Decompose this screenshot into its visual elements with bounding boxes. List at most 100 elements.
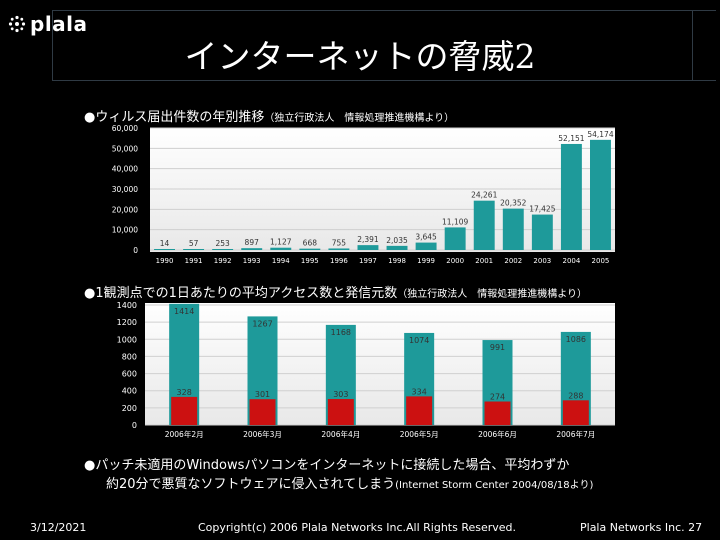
chart1-x-tick-label: 1996 xyxy=(330,257,348,265)
chart2-access-label: 1086 xyxy=(566,335,586,344)
chart1-x-tick-label: 2004 xyxy=(562,257,580,265)
bullet: ● xyxy=(84,458,96,473)
chart1-bar xyxy=(386,245,408,250)
chart1-bar xyxy=(590,139,611,250)
chart2-source-label: 303 xyxy=(333,390,348,399)
chart1-data-label: 20,352 xyxy=(500,199,526,208)
chart2-y-tick-label: 600 xyxy=(122,370,137,379)
chart2-source-bar xyxy=(327,399,354,425)
chart1-y-tick-label: 60,000 xyxy=(112,124,138,133)
note-line1: パッチ未適用のWindowsパソコンをインターネットに接続した場合、平均わずか xyxy=(95,458,570,473)
chart1-x-tick-label: 1991 xyxy=(185,257,203,265)
chart1-bar xyxy=(415,242,437,250)
chart2-access-label: 991 xyxy=(490,343,505,352)
chart1-data-label: 54,174 xyxy=(587,130,613,139)
note-line2: 約20分で悪質なソフトウェアに侵入されてしまう xyxy=(106,477,396,492)
chart1-y-tick-label: 50,000 xyxy=(112,144,138,153)
chart1-bar xyxy=(183,249,205,250)
chart1-bar xyxy=(444,227,466,250)
chart2-y-tick-label: 200 xyxy=(122,404,137,413)
chart2-y-tick-label: 1400 xyxy=(117,301,137,310)
chart2-source-label: 288 xyxy=(568,391,583,400)
chart1-x-tick-label: 2003 xyxy=(533,257,551,265)
chart1-bar xyxy=(241,248,263,250)
chart2-y-tick-label: 0 xyxy=(132,421,137,430)
chart2-y-tick-label: 400 xyxy=(122,387,137,396)
chart2-heading: 1観測点での1日あたりの平均アクセス数と発信元数 xyxy=(95,286,398,301)
chart2-source-bar xyxy=(249,399,276,425)
chart1-x-tick-label: 1994 xyxy=(272,257,290,265)
chart1-bar xyxy=(299,248,321,250)
chart1-x-tick-label: 1990 xyxy=(156,257,174,265)
chart1-y-tick-label: 40,000 xyxy=(112,165,138,174)
chart1-data-label: 755 xyxy=(332,238,347,247)
chart2-access-label: 1168 xyxy=(331,328,351,337)
chart1-heading: ウィルス届出件数の年別推移 xyxy=(95,110,265,125)
page-title: インターネットの脅威2 xyxy=(184,37,536,76)
chart2-access-label: 1267 xyxy=(252,319,272,328)
chart1-data-label: 14 xyxy=(160,239,170,248)
chart1-x-tick-label: 2002 xyxy=(504,257,522,265)
chart1-source: （独立行政法人 情報処理推進機構より） xyxy=(264,113,455,124)
chart2-x-tick-label: 2006年2月 xyxy=(165,429,204,439)
chart1-bar xyxy=(473,200,495,250)
chart1-x-tick-label: 1995 xyxy=(301,257,319,265)
chart1-x-tick-label: 2001 xyxy=(475,257,493,265)
logo-text: plala xyxy=(30,12,88,36)
chart2-source-label: 334 xyxy=(412,387,427,396)
right-rule xyxy=(692,10,693,81)
chart2-source-label: 274 xyxy=(490,393,505,402)
chart1-y-tick-label: 30,000 xyxy=(112,185,138,194)
chart2-x-tick-label: 2006年3月 xyxy=(243,429,282,439)
chart1-data-label: 17,425 xyxy=(529,205,555,214)
chart1-data-label: 52,151 xyxy=(558,134,584,143)
chart1-x-tick-label: 1993 xyxy=(243,257,261,265)
bullet: ● xyxy=(84,286,96,301)
chart1-y-tick-label: 20,000 xyxy=(112,205,138,214)
chart1-bar xyxy=(531,214,553,250)
chart1-y-tick-label: 10,000 xyxy=(112,226,138,235)
chart1-data-label: 11,109 xyxy=(442,217,468,226)
chart2-access-label: 1074 xyxy=(409,336,429,345)
chart1-data-label: 668 xyxy=(303,239,318,248)
chart2-plot-background xyxy=(145,303,615,425)
note-source: (Internet Storm Center 2004/08/18より) xyxy=(395,480,594,491)
chart2-heading-line: ●1観測点での1日あたりの平均アクセス数と発信元数（独立行政法人 情報処理推進機… xyxy=(84,282,587,301)
bullet: ● xyxy=(84,110,96,125)
chart1-data-label: 24,261 xyxy=(471,191,497,200)
chart2-source: （独立行政法人 情報処理推進機構より） xyxy=(397,289,588,300)
left-rule xyxy=(52,10,53,81)
plala-logo-icon xyxy=(8,15,26,33)
chart1-x-tick-label: 1998 xyxy=(388,257,406,265)
chart2-x-tick-label: 2006年7月 xyxy=(556,429,595,439)
chart1-data-label: 57 xyxy=(189,239,199,248)
chart1-bar xyxy=(270,247,292,250)
chart1-x-tick-label: 1999 xyxy=(417,257,435,265)
chart1-data-label: 2,391 xyxy=(357,235,379,244)
chart2-x-tick-label: 2006年5月 xyxy=(400,429,439,439)
chart2-source-bar xyxy=(406,396,433,425)
footer-copyright: Copyright(c) 2006 Plala Networks Inc.All… xyxy=(198,521,517,534)
plala-logo: plala xyxy=(8,12,88,36)
chart2-x-tick-label: 2006年6月 xyxy=(478,429,517,439)
chart1-data-label: 897 xyxy=(245,238,260,247)
chart2-x-tick-label: 2006年4月 xyxy=(321,429,360,439)
chart2-source-bar xyxy=(562,400,589,425)
top-rule xyxy=(52,10,716,11)
chart2-source-bar xyxy=(484,401,511,425)
chart2-source-label: 328 xyxy=(177,388,192,397)
chart2-y-tick-label: 1000 xyxy=(117,335,137,344)
chart1-bar xyxy=(502,208,524,250)
footer-company-page: Plala Networks Inc. 27 xyxy=(580,521,703,534)
chart1-bar xyxy=(328,248,350,250)
title-rule xyxy=(52,80,716,81)
chart1-bar xyxy=(560,143,582,250)
chart2-source-label: 301 xyxy=(255,390,270,399)
chart2-access-label: 1414 xyxy=(174,307,194,316)
chart1-x-tick-label: 1997 xyxy=(359,257,377,265)
chart2-source-bar xyxy=(171,396,198,425)
chart1-data-label: 3,645 xyxy=(415,233,437,242)
chart2-y-tick-label: 800 xyxy=(122,352,137,361)
